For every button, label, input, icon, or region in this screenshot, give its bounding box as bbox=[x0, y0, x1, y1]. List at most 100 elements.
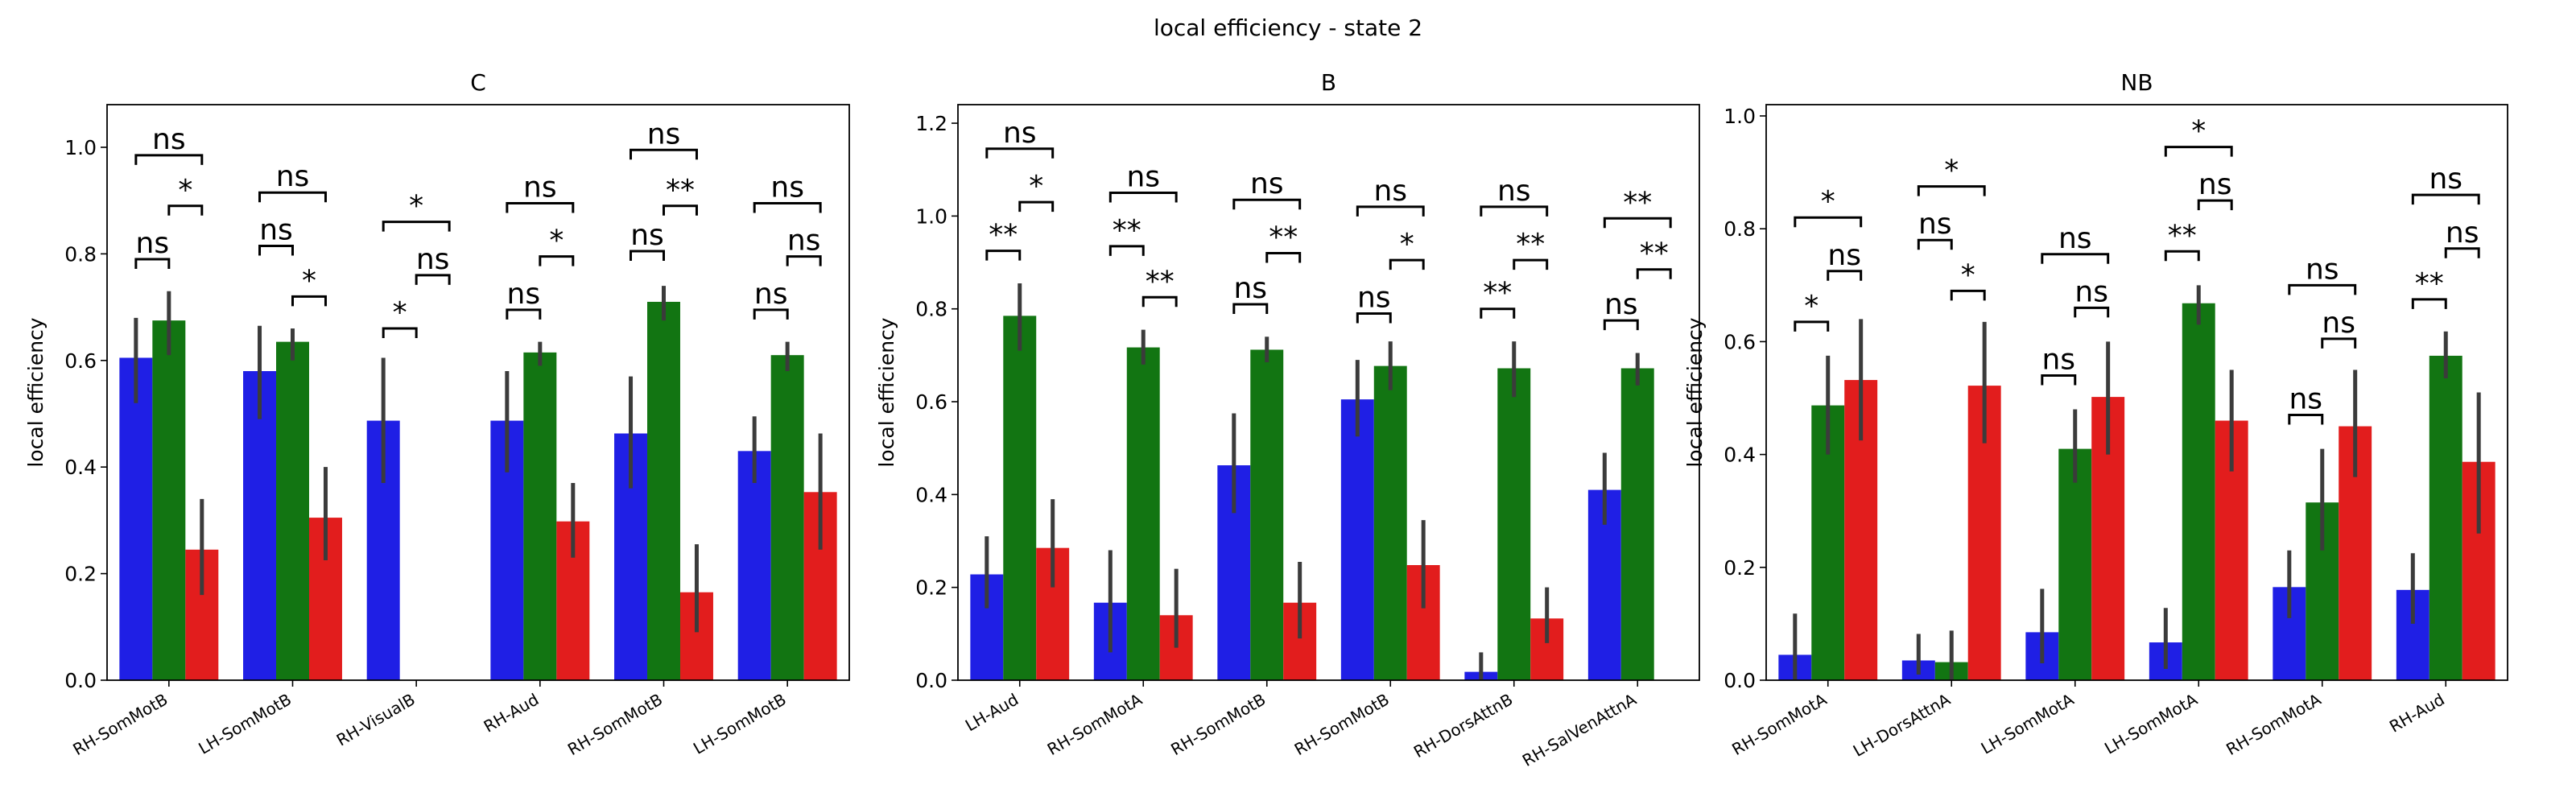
significance-bracket bbox=[134, 258, 171, 269]
x-tick-label: RH-SomMotB bbox=[1291, 690, 1393, 760]
significance-label: ns bbox=[2058, 222, 2092, 255]
significance-label: * bbox=[302, 264, 316, 297]
significance-bracket bbox=[2444, 247, 2480, 258]
significance-label: ns bbox=[1497, 175, 1531, 208]
significance-label: ns bbox=[754, 278, 788, 311]
significance-bracket bbox=[2164, 146, 2233, 157]
significance-label: ns bbox=[1233, 272, 1267, 305]
significance-bracket bbox=[2288, 414, 2324, 425]
significance-label: ns bbox=[276, 160, 310, 193]
y-axis-label: local efficiency bbox=[24, 317, 47, 467]
significance-bracket bbox=[985, 250, 1022, 261]
significance-label: ns bbox=[1373, 175, 1407, 208]
x-tick-label: LH-Aud bbox=[962, 690, 1022, 736]
significance-bracket bbox=[2041, 374, 2077, 386]
significance-bracket bbox=[258, 244, 294, 256]
significance-bracket bbox=[1018, 200, 1055, 213]
significance-label: ns bbox=[523, 171, 557, 204]
y-tick-label: 0.6 bbox=[915, 390, 947, 414]
significance-label: ** bbox=[2415, 267, 2444, 300]
significance-label: ** bbox=[1516, 228, 1545, 261]
y-tick-label: 0.2 bbox=[915, 576, 947, 600]
x-tick-label: RH-SomMotB bbox=[69, 690, 171, 760]
significance-bracket bbox=[1480, 205, 1549, 217]
y-tick-label: 0.6 bbox=[64, 349, 97, 373]
significance-bracket bbox=[1108, 245, 1145, 256]
significance-label: * bbox=[1804, 290, 1818, 323]
significance-label: * bbox=[1400, 228, 1414, 261]
x-tick-label: RH-SomMotA bbox=[2223, 689, 2324, 759]
significance-bracket bbox=[382, 221, 451, 232]
x-tick-label: RH-SomMotA bbox=[1728, 689, 1830, 759]
significance-bracket bbox=[1827, 270, 1863, 281]
significance-bracket bbox=[2411, 193, 2480, 205]
significance-bracket bbox=[1356, 312, 1392, 324]
bar-green bbox=[523, 352, 557, 680]
y-tick-label: 1.2 bbox=[915, 112, 947, 135]
y-tick-label: 0.0 bbox=[915, 669, 947, 692]
x-tick-label: LH-SomMotB bbox=[690, 690, 790, 758]
significance-bracket bbox=[630, 250, 665, 262]
x-tick-label: RH-SomMotA bbox=[1044, 689, 1146, 759]
y-tick-label: 0.4 bbox=[915, 483, 947, 506]
bar-green bbox=[1497, 368, 1531, 680]
significance-bracket bbox=[753, 201, 822, 213]
y-tick-label: 0.8 bbox=[915, 298, 947, 321]
y-tick-label: 0.4 bbox=[1724, 444, 1756, 467]
x-tick-label: LH-SomMotA bbox=[1978, 689, 2078, 757]
bar-blue bbox=[737, 451, 771, 680]
significance-bracket bbox=[1232, 198, 1302, 210]
significance-label: ns bbox=[630, 219, 664, 252]
significance-label: ** bbox=[1483, 277, 1512, 310]
significance-label: ns bbox=[787, 225, 821, 258]
significance-label: ns bbox=[1827, 239, 1861, 272]
significance-bracket bbox=[506, 201, 575, 213]
x-tick-label: RH-SomMotB bbox=[564, 690, 666, 760]
significance-label: ns bbox=[1126, 161, 1160, 194]
significance-bracket bbox=[506, 308, 542, 320]
y-tick-label: 0.0 bbox=[64, 669, 97, 692]
significance-bracket bbox=[291, 295, 327, 307]
x-tick-label: LH-DorsAttnA bbox=[1850, 689, 1954, 760]
significance-bracket bbox=[1141, 295, 1178, 308]
significance-bracket bbox=[1389, 258, 1425, 270]
significance-bracket bbox=[2197, 199, 2233, 211]
significance-bracket bbox=[1917, 185, 1986, 196]
significance-bracket bbox=[1794, 216, 1863, 228]
x-tick-label: RH-DorsAttnB bbox=[1410, 690, 1516, 762]
significance-label: ns bbox=[2306, 253, 2339, 286]
bar-blue bbox=[1340, 399, 1374, 680]
significance-bracket bbox=[985, 147, 1055, 159]
significance-label: ns bbox=[2322, 307, 2355, 340]
significance-bracket bbox=[2288, 283, 2357, 295]
significance-label: ** bbox=[2168, 219, 2197, 252]
y-axis-label: local efficiency bbox=[875, 317, 898, 467]
bar-green bbox=[152, 320, 186, 680]
significance-bracket bbox=[1794, 320, 1830, 332]
y-tick-label: 0.8 bbox=[1724, 217, 1756, 241]
bar-green bbox=[276, 341, 309, 680]
significance-label: ns bbox=[152, 123, 186, 156]
significance-bracket bbox=[1108, 192, 1178, 203]
significance-label: ns bbox=[1003, 117, 1037, 150]
significance-label: * bbox=[178, 174, 192, 207]
x-tick-label: RH-SomMotB bbox=[1167, 690, 1269, 760]
y-tick-label: 0.6 bbox=[1724, 330, 1756, 353]
significance-label: ns bbox=[2074, 275, 2108, 308]
significance-bracket bbox=[134, 154, 204, 165]
axes-frame bbox=[1765, 104, 2508, 681]
significance-bracket bbox=[753, 308, 789, 320]
significance-bracket bbox=[382, 327, 418, 339]
significance-label: ** bbox=[989, 219, 1018, 252]
figure-suptitle: local efficiency - state 2 bbox=[1154, 14, 1422, 41]
significance-bracket bbox=[1513, 258, 1549, 270]
significance-bracket bbox=[2164, 250, 2200, 262]
y-tick-label: 1.0 bbox=[64, 136, 97, 159]
bar-green bbox=[1620, 368, 1654, 680]
significance-label: * bbox=[393, 296, 407, 329]
significance-bracket bbox=[1950, 289, 1986, 301]
panel-title: NB bbox=[2120, 69, 2153, 96]
